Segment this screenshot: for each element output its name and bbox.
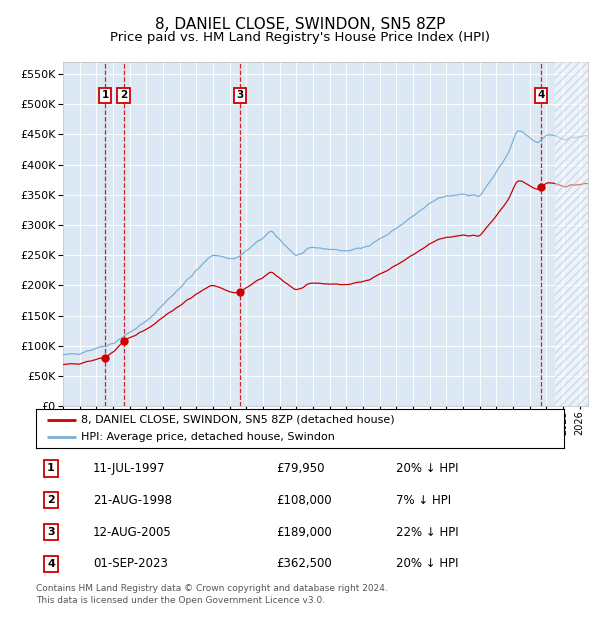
Text: 20% ↓ HPI: 20% ↓ HPI xyxy=(396,462,458,475)
Text: 11-JUL-1997: 11-JUL-1997 xyxy=(93,462,166,475)
Text: £189,000: £189,000 xyxy=(276,526,332,539)
Text: 7% ↓ HPI: 7% ↓ HPI xyxy=(396,494,451,507)
Text: 12-AUG-2005: 12-AUG-2005 xyxy=(93,526,172,539)
Text: 8, DANIEL CLOSE, SWINDON, SN5 8ZP: 8, DANIEL CLOSE, SWINDON, SN5 8ZP xyxy=(155,17,445,32)
Text: Contains HM Land Registry data © Crown copyright and database right 2024.
This d: Contains HM Land Registry data © Crown c… xyxy=(36,584,388,605)
Text: 22% ↓ HPI: 22% ↓ HPI xyxy=(396,526,458,539)
Text: 2: 2 xyxy=(120,90,127,100)
Text: HPI: Average price, detached house, Swindon: HPI: Average price, detached house, Swin… xyxy=(81,432,335,442)
Text: 3: 3 xyxy=(236,90,244,100)
Bar xyxy=(554,62,596,406)
Text: Price paid vs. HM Land Registry's House Price Index (HPI): Price paid vs. HM Land Registry's House … xyxy=(110,31,490,44)
Text: 1: 1 xyxy=(47,464,55,474)
Text: 1: 1 xyxy=(101,90,109,100)
Text: 20% ↓ HPI: 20% ↓ HPI xyxy=(396,557,458,570)
Text: £79,950: £79,950 xyxy=(276,462,325,475)
Text: 21-AUG-1998: 21-AUG-1998 xyxy=(93,494,172,507)
Text: 4: 4 xyxy=(47,559,55,569)
Text: 4: 4 xyxy=(537,90,545,100)
Text: 01-SEP-2023: 01-SEP-2023 xyxy=(93,557,168,570)
Text: 8, DANIEL CLOSE, SWINDON, SN5 8ZP (detached house): 8, DANIEL CLOSE, SWINDON, SN5 8ZP (detac… xyxy=(81,415,395,425)
Text: £362,500: £362,500 xyxy=(276,557,332,570)
Text: £108,000: £108,000 xyxy=(276,494,332,507)
Text: 2: 2 xyxy=(47,495,55,505)
Text: 3: 3 xyxy=(47,527,55,537)
